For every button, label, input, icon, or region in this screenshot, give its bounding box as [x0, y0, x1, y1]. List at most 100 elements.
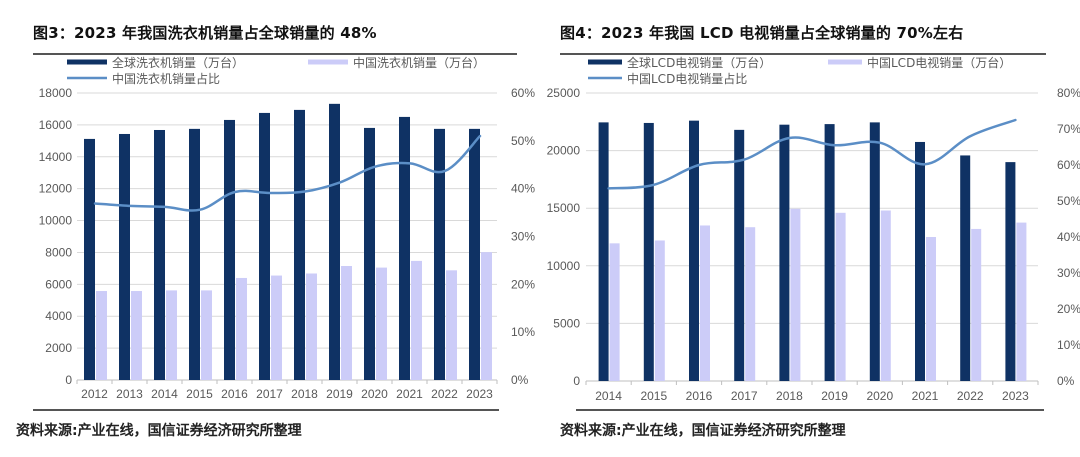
bar-china-2021: [411, 260, 422, 380]
y-tick-label: 0: [573, 374, 580, 388]
y2-tick-label: 10%: [1057, 338, 1080, 352]
bar-global-2023: [1005, 162, 1016, 381]
x-tick-label: 2018: [291, 387, 318, 401]
legend-label: 中国LCD电视销量占比: [627, 71, 747, 86]
x-tick-label: 2023: [466, 387, 493, 401]
bar-china-2019: [341, 265, 352, 380]
y-tick-label: 12000: [39, 182, 73, 196]
y2-tick-label: 80%: [1057, 86, 1080, 100]
x-tick-label: 2013: [116, 387, 143, 401]
x-tick-label: 2018: [776, 389, 803, 403]
y2-tick-label: 70%: [1057, 122, 1080, 136]
bar-global-2021: [915, 141, 925, 381]
x-tick-label: 2021: [912, 389, 939, 403]
y-tick-label: 25000: [547, 86, 581, 100]
y2-tick-label: 60%: [511, 86, 535, 100]
x-tick-label: 2015: [186, 387, 213, 401]
y2-tick-label: 10%: [511, 325, 535, 339]
y2-tick-label: 20%: [1057, 302, 1080, 316]
figure-3-top-rule: [33, 53, 517, 55]
y-tick-label: 5000: [553, 316, 580, 330]
bar-china-2019: [835, 212, 846, 381]
figure-3-title: 图3：2023 年我国洗衣机销量占全球销量的 48%: [33, 24, 377, 42]
x-tick-label: 2015: [640, 389, 667, 403]
x-tick-label: 2016: [221, 387, 248, 401]
bar-global-2022: [960, 155, 971, 381]
figure-4-bottom-rule: [576, 409, 1044, 411]
figure-4-title: 图4：2023 年我国 LCD 电视销量占全球销量的 70%左右: [560, 24, 964, 42]
bar-china-2023: [1016, 222, 1027, 381]
figure-4-top-rule: [560, 53, 1046, 55]
bar-global-2015: [643, 122, 654, 382]
x-tick-label: 2014: [595, 389, 622, 403]
x-tick-label: 2012: [81, 387, 108, 401]
bar-global-2014: [154, 129, 165, 380]
bar-global-2023: [469, 128, 480, 380]
legend-label: 中国洗衣机销量占比: [112, 71, 220, 86]
y2-tick-label: 60%: [1057, 158, 1080, 172]
figure-4-source: 资料来源:产业在线，国信证券经济研究所整理: [560, 423, 846, 439]
x-tick-label: 2017: [256, 387, 283, 401]
lcd-tv-chart: 0 5000 10000 15000 20000 25000 0% 10% 20% 30% 40% 5…: [547, 55, 1080, 403]
bar-china-2023: [481, 252, 492, 380]
x-tick-label: 2022: [431, 387, 458, 401]
bar-china-2015: [654, 240, 665, 381]
x-tick-label: 2014: [151, 387, 178, 401]
x-tick-label: 2019: [821, 389, 848, 403]
y2-tick-label: 30%: [1057, 266, 1080, 280]
bar-global-2018: [294, 109, 305, 380]
y2-tick-label: 40%: [1057, 230, 1080, 244]
bar-china-2013: [131, 291, 142, 380]
bar-global-2015: [189, 128, 200, 380]
bar-china-2016: [236, 277, 247, 380]
bar-china-2014: [609, 243, 620, 381]
bar-global-2013: [119, 133, 130, 380]
bar-global-2018: [779, 124, 790, 382]
bar-global-2020: [869, 122, 880, 381]
y-tick-label: 18000: [39, 86, 73, 100]
y2-tick-label: 0%: [1057, 374, 1075, 388]
bar-global-2016: [224, 119, 235, 381]
y2-tick-label: 50%: [1057, 194, 1080, 208]
y-tick-label: 10000: [39, 214, 73, 228]
y2-tick-label: 30%: [511, 230, 535, 244]
bar-china-2017: [271, 275, 282, 380]
bar-china-2018: [790, 208, 801, 381]
legend-label: 全球LCD电视销量（万台）: [627, 55, 771, 70]
bar-china-2020: [880, 210, 891, 381]
bar-global-2021: [399, 116, 410, 381]
ratio-line: [607, 118, 1017, 190]
x-tick-label: 2017: [731, 389, 758, 403]
bar-china-2015: [201, 290, 212, 380]
y-tick-label: 10000: [547, 259, 581, 273]
figure-4-panel: 图4：2023 年我国 LCD 电视销量占全球销量的 70%左右 0 5000 10…: [540, 0, 1080, 457]
y-tick-label: 4000: [45, 309, 72, 323]
bar-china-2018: [306, 273, 317, 380]
bar-global-2012: [84, 138, 95, 380]
legend-label: 中国洗衣机销量（万台）: [353, 55, 485, 70]
y2-tick-label: 50%: [511, 134, 535, 148]
y-tick-label: 16000: [39, 118, 73, 132]
bar-global-2014: [598, 122, 609, 381]
bar-china-2021: [926, 237, 936, 381]
x-tick-label: 2023: [1002, 389, 1029, 403]
bar-global-2022: [434, 128, 445, 380]
figure-3-panel: 图3：2023 年我国洗衣机销量占全球销量的 48% 0 2000 4000 6000…: [16, 24, 536, 439]
bar-global-2016: [689, 120, 699, 381]
y-tick-label: 2000: [45, 341, 72, 355]
legend-label: 中国LCD电视销量（万台）: [867, 55, 1011, 70]
bar-china-2014: [166, 290, 177, 380]
x-tick-label: 2016: [686, 389, 713, 403]
washing-machine-chart: 0 2000 4000 6000 8000 10000 12000 14000 16000 180…: [39, 55, 536, 401]
x-tick-label: 2020: [866, 389, 893, 403]
bar-global-2017: [734, 129, 745, 381]
x-tick-label: 2021: [396, 387, 423, 401]
x-tick-label: 2022: [957, 389, 984, 403]
bar-china-2017: [745, 227, 756, 381]
bar-global-2019: [329, 103, 340, 380]
y-tick-label: 0: [65, 373, 72, 387]
legend-label: 全球洗衣机销量（万台）: [112, 55, 244, 70]
figure-3-source: 资料来源:产业在线，国信证券经济研究所整理: [16, 423, 302, 439]
y2-tick-label: 20%: [511, 277, 535, 291]
ratio-line: [93, 134, 482, 212]
